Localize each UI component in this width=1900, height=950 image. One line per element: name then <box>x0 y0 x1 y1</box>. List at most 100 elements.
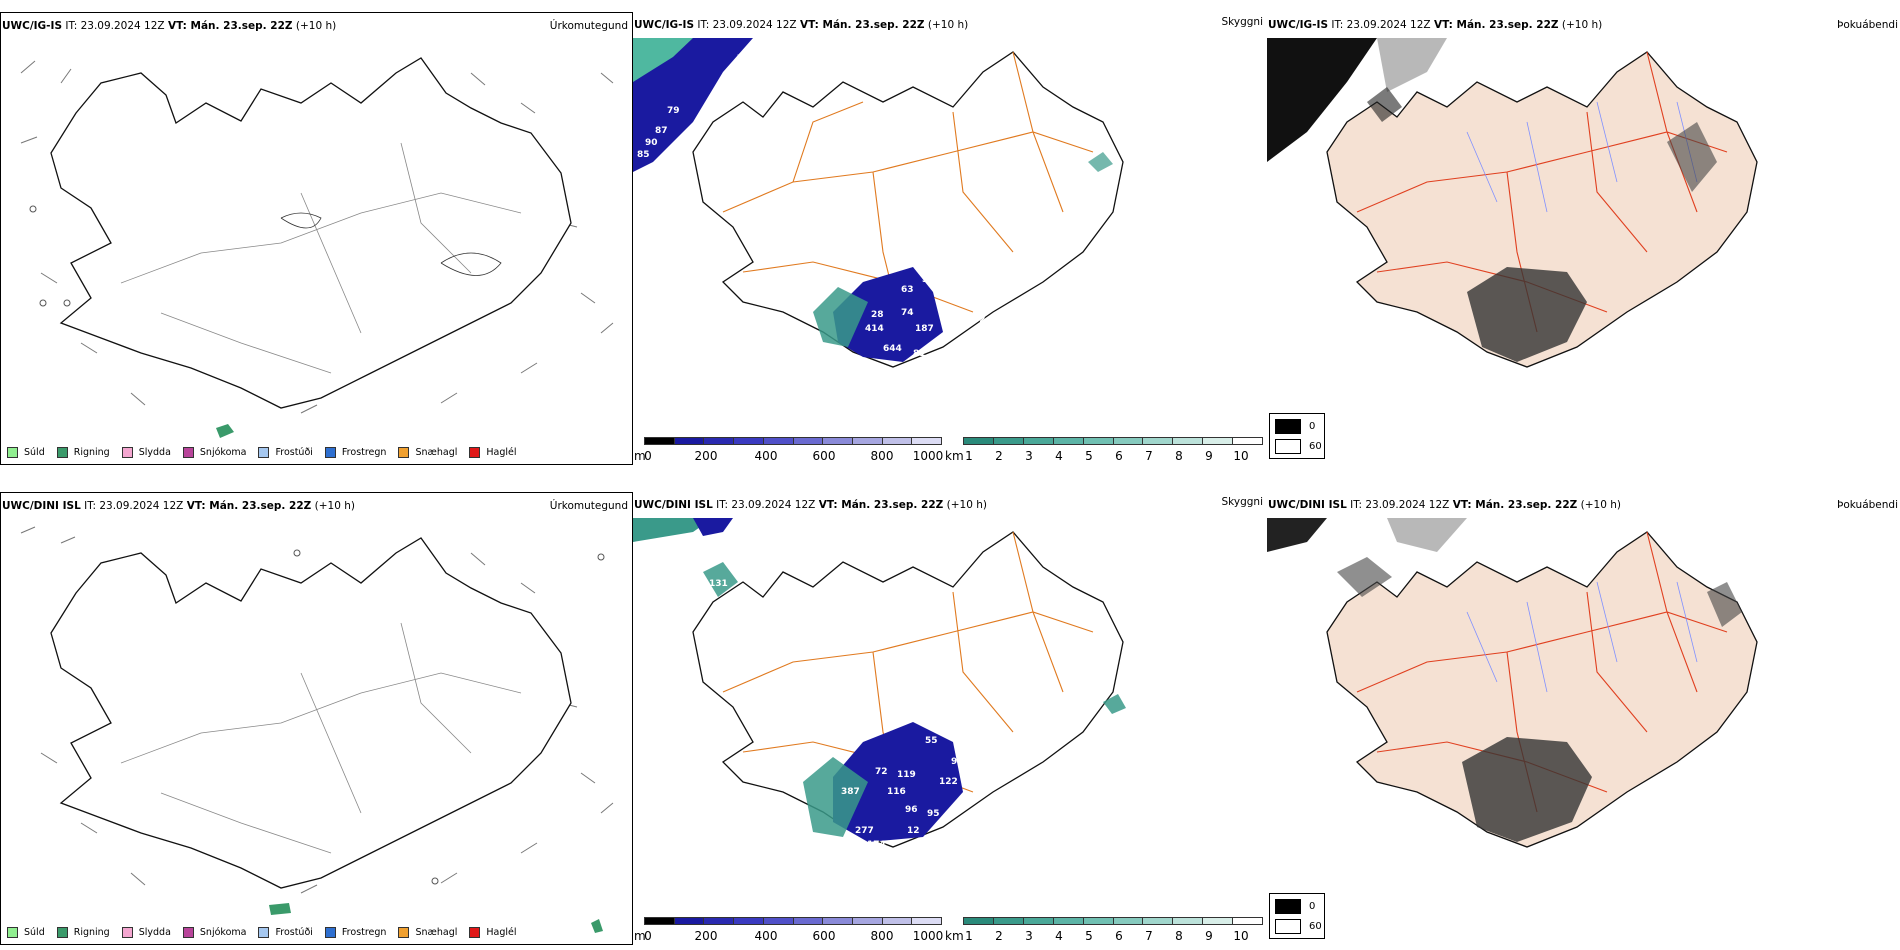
panel-header: UWC/IG-IS IT: 23.09.2024 12Z VT: Mán. 23… <box>2 20 337 32</box>
swatch-icon <box>324 927 336 938</box>
legend-label: Slydda <box>138 927 171 938</box>
iceland-wind-map <box>20 57 614 438</box>
value-label: 89 <box>957 798 970 808</box>
rivers <box>1466 581 1698 693</box>
precip-legend: Súld Rigning Slydda Snjókoma Frostúði Fr… <box>7 447 517 458</box>
value-label: 87 <box>655 126 668 136</box>
scale-tick: 400 <box>754 449 778 463</box>
scale-tick: 10 <box>1233 929 1249 943</box>
legend-item: Snjókoma <box>182 447 247 458</box>
roads <box>722 51 1094 333</box>
legend-label: Rigning <box>73 927 110 938</box>
fog-legend: 0 60 <box>1269 413 1325 459</box>
iceland-outline <box>50 537 572 889</box>
swatch-icon <box>1275 899 1301 914</box>
legend-item: Frostregn <box>324 447 386 458</box>
value-label: 96 <box>951 757 964 767</box>
legend-label: Frostúði <box>275 447 313 458</box>
scale-unit: km <box>945 929 964 943</box>
swatch-icon <box>56 927 68 938</box>
fog-index-map <box>1267 38 1758 368</box>
scale-tick: 4 <box>1055 929 1063 943</box>
scale-tick: 6 <box>1115 929 1123 943</box>
scale-tick: 600 <box>812 449 836 463</box>
cloudbase-visibility-panel-1: UWC/IG-IS IT: 23.09.2024 12Z VT: Mán. 23… <box>633 12 1267 465</box>
scale-tick: 1 <box>965 929 973 943</box>
cloudbase-visibility-panel-2: UWC/DINI ISL IT: 23.09.2024 12Z VT: Mán.… <box>633 492 1267 945</box>
value-label: 387 <box>841 787 860 797</box>
legend-item: Súld <box>7 447 45 458</box>
iceland-outline <box>50 57 572 409</box>
scale-unit: m <box>634 929 646 943</box>
glacier-outline <box>280 212 502 276</box>
value-label: 18 <box>1129 707 1142 717</box>
fog-area <box>1462 737 1592 842</box>
scale-tick: 6 <box>1115 449 1123 463</box>
legend-item: Slydda <box>121 927 171 938</box>
legend-label: Snæhagl <box>415 447 458 458</box>
value-label: 63 <box>901 285 914 295</box>
value-label: 81 <box>913 349 926 359</box>
scale-tick: 1000 <box>912 929 944 943</box>
value-label: 69 <box>927 385 940 395</box>
legend-label: Haglél <box>486 927 517 938</box>
lowcloud-area <box>833 267 943 362</box>
swatch-icon <box>469 927 481 938</box>
roads <box>722 531 1094 813</box>
scale-tick: 9 <box>1205 929 1213 943</box>
roads <box>1356 51 1728 333</box>
scale-tick: 1 <box>965 449 973 463</box>
value-label: 96 <box>905 805 918 815</box>
scale-tick: 5 <box>1085 449 1093 463</box>
legend-label: Snæhagl <box>415 927 458 938</box>
fog-index-panel-2: UWC/DINI ISL IT: 23.09.2024 12Z VT: Mán.… <box>1267 492 1900 945</box>
swatch-icon <box>258 447 270 458</box>
cloudbase-colorbar: m 0 200 400 600 800 1000 <box>634 437 944 465</box>
legend-item: Snæhagl <box>398 927 457 938</box>
scale-tick: 800 <box>870 449 894 463</box>
scale-tick: 3 <box>1025 449 1033 463</box>
swatch-icon <box>121 447 133 458</box>
scale-tick: 8 <box>1175 929 1183 943</box>
value-label: 71 <box>737 54 750 64</box>
swatch-icon <box>398 927 410 938</box>
scale-tick: 400 <box>754 929 778 943</box>
value-label: 74 <box>901 308 914 318</box>
scale-tick: 200 <box>694 929 718 943</box>
legend-label: 0 <box>1309 901 1316 912</box>
legend-label: 60 <box>1309 441 1322 452</box>
panel-header: UWC/DINI ISL IT: 23.09.2024 12Z VT: Mán.… <box>1268 499 1621 511</box>
value-label: 08 <box>761 534 774 544</box>
precip-type-panel-1: UWC/IG-IS IT: 23.09.2024 12Z VT: Mán. 23… <box>0 12 633 465</box>
precip-type-panel-2: UWC/DINI ISL IT: 23.09.2024 12Z VT: Mán.… <box>0 492 633 945</box>
value-label: 119 <box>897 770 916 780</box>
legend-label: Frostúði <box>275 927 313 938</box>
scale-tick: 2 <box>995 449 1003 463</box>
iceland-outline <box>692 51 1124 368</box>
panel-title: Úrkomutegund <box>549 500 628 512</box>
legend-item: Frostúði <box>258 447 313 458</box>
legend-label: Súld <box>24 447 45 458</box>
swatch-icon <box>1275 919 1301 934</box>
value-label: 116 <box>887 787 906 797</box>
legend-label: Snjókoma <box>199 447 247 458</box>
precip-legend: Súld Rigning Slydda Snjókoma Frostúði Fr… <box>7 927 517 938</box>
swatch-icon <box>258 927 270 938</box>
legend-item: Súld <box>7 927 45 938</box>
legend-item: Haglél <box>469 447 517 458</box>
panel-title: Skyggni <box>1221 16 1264 28</box>
swatch-icon <box>56 447 68 458</box>
value-label: 95 <box>927 809 940 819</box>
legend-label: Súld <box>24 927 45 938</box>
value-label: 12 <box>907 826 920 836</box>
scale-unit: km <box>945 449 964 463</box>
value-label: 414 <box>865 324 884 334</box>
scale-tick: 3 <box>1025 929 1033 943</box>
value-label: 237 <box>845 362 864 372</box>
cloudbase-map <box>633 38 1124 368</box>
value-label: 644 <box>883 344 902 354</box>
lowcloud-area <box>833 722 963 842</box>
panel-header: UWC/IG-IS IT: 23.09.2024 12Z VT: Mán. 23… <box>1268 19 1603 31</box>
swatch-icon <box>1275 439 1301 454</box>
scale-unit: m <box>634 449 646 463</box>
